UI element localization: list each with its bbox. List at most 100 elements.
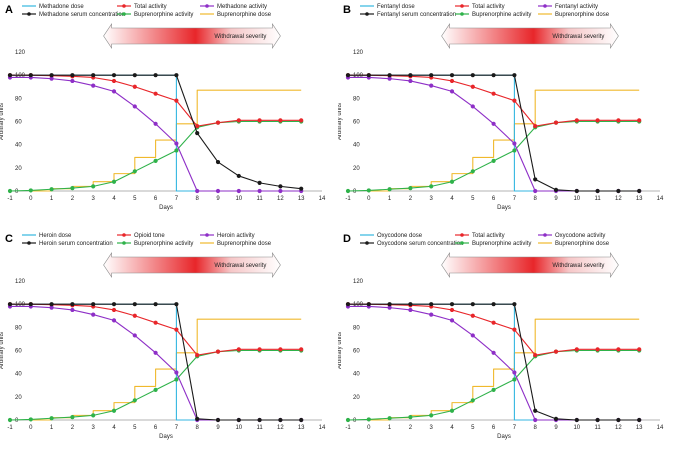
data-point: [345, 188, 351, 194]
withdrawal-severity-label: Withdrawal severity: [552, 263, 604, 269]
legend-item-methadone-serum-concentration: Methadone serum concentration: [22, 12, 125, 18]
data-point: [111, 73, 117, 78]
data-point: [299, 118, 304, 123]
data-point: [595, 347, 600, 352]
y-tick-label: 80: [15, 325, 22, 331]
data-point: [449, 78, 455, 84]
legend-item-buprenorphine-dose: Buprenorphine dose: [200, 241, 272, 247]
data-point: [553, 120, 559, 125]
x-tick-label: 6: [492, 425, 496, 431]
series-line: [30, 89, 302, 192]
x-tick-label: 6: [492, 196, 496, 202]
y-axis-label: Arbitrary units: [338, 332, 343, 369]
x-tick-label: 3: [430, 425, 434, 431]
series-line: [30, 318, 302, 421]
data-point: [132, 73, 137, 78]
data-point: [111, 318, 117, 323]
y-tick-label: 40: [15, 143, 22, 149]
x-tick-label: 11: [594, 196, 601, 202]
data-point: [491, 387, 496, 392]
data-point: [195, 416, 200, 421]
data-point: [595, 188, 600, 194]
x-tick-label: 0: [29, 196, 33, 202]
data-point: [91, 413, 96, 418]
legend-item-total-activity: Total activity: [455, 4, 505, 10]
series-buprenorphine-activity: [7, 119, 304, 194]
data-point: [595, 118, 600, 123]
panel-c: C Heroin dose Opioid tone Heroin activity He…: [0, 229, 338, 458]
y-axis-label: Arbitrary units: [0, 103, 5, 140]
data-point: [7, 302, 13, 307]
withdrawal-severity-label: Withdrawal severity: [214, 263, 266, 269]
series-line: [368, 89, 640, 192]
data-point: [132, 333, 137, 338]
data-point: [512, 377, 517, 382]
data-point: [28, 417, 33, 422]
data-point: [387, 302, 392, 307]
data-point: [491, 73, 496, 78]
legend-item-total-activity: Total activity: [117, 4, 167, 10]
y-tick-label: 0: [15, 189, 19, 195]
data-point: [278, 417, 283, 423]
series-heroin-serum-concentration: [7, 302, 304, 423]
x-tick-label: 12: [615, 425, 622, 431]
data-point: [174, 148, 179, 153]
data-point: [49, 416, 54, 421]
data-point: [533, 408, 538, 413]
series-line: [368, 318, 640, 421]
legend-item-fentanyl-dose: Fentanyl dose: [360, 4, 415, 10]
series-methadone-serum-concentration: [7, 73, 304, 191]
legend-label: Buprenorphine dose: [217, 12, 272, 18]
legend-label: Buprenorphine dose: [555, 12, 610, 18]
y-tick-label: 20: [353, 395, 360, 401]
data-point: [132, 398, 137, 403]
x-tick-label: 6: [154, 196, 158, 202]
data-point: [512, 148, 517, 153]
x-tick-label: 14: [319, 196, 326, 202]
data-point: [533, 124, 538, 129]
data-point: [7, 188, 13, 194]
data-point: [257, 118, 262, 123]
data-point: [345, 302, 351, 307]
data-point: [533, 417, 538, 423]
data-point: [91, 83, 96, 88]
data-point: [195, 130, 200, 136]
legend-marker: [460, 4, 464, 8]
data-point: [345, 417, 351, 423]
data-point: [553, 349, 559, 354]
y-tick-label: 80: [353, 325, 360, 331]
legend-marker: [122, 12, 126, 16]
data-point: [132, 104, 137, 109]
data-point: [70, 307, 75, 313]
series-total-activity: [7, 73, 304, 129]
legend-label: Methadone activity: [217, 4, 267, 10]
y-tick-label: 60: [353, 349, 360, 355]
data-point: [470, 398, 475, 403]
legend-item-heroin-activity: Heroin activity: [200, 233, 255, 239]
legend-marker: [122, 233, 126, 237]
data-point: [574, 118, 579, 123]
y-tick-label: 0: [353, 189, 357, 195]
y-tick-label: 80: [15, 96, 22, 102]
data-point: [174, 377, 179, 382]
legend-label: Total activity: [472, 4, 505, 10]
x-tick-label: 4: [450, 425, 454, 431]
x-tick-label: 9: [216, 196, 220, 202]
data-point: [553, 187, 559, 192]
data-point: [153, 121, 158, 126]
data-point: [491, 302, 496, 307]
data-point: [132, 313, 137, 318]
y-tick-label: 0: [353, 418, 357, 424]
legend-item-buprenorphine-dose: Buprenorphine dose: [538, 12, 610, 18]
data-point: [111, 179, 117, 184]
data-point: [574, 347, 579, 352]
series-line: [10, 303, 302, 356]
data-point: [387, 73, 392, 78]
x-axis-label: Days: [497, 434, 511, 440]
data-point: [236, 347, 241, 352]
y-tick-label: 20: [353, 166, 360, 172]
legend-item-fentanyl-serum-concentration: Fentanyl serum concentration: [360, 12, 456, 18]
data-point: [111, 89, 117, 94]
data-point: [470, 302, 475, 307]
legend-marker: [122, 4, 126, 8]
